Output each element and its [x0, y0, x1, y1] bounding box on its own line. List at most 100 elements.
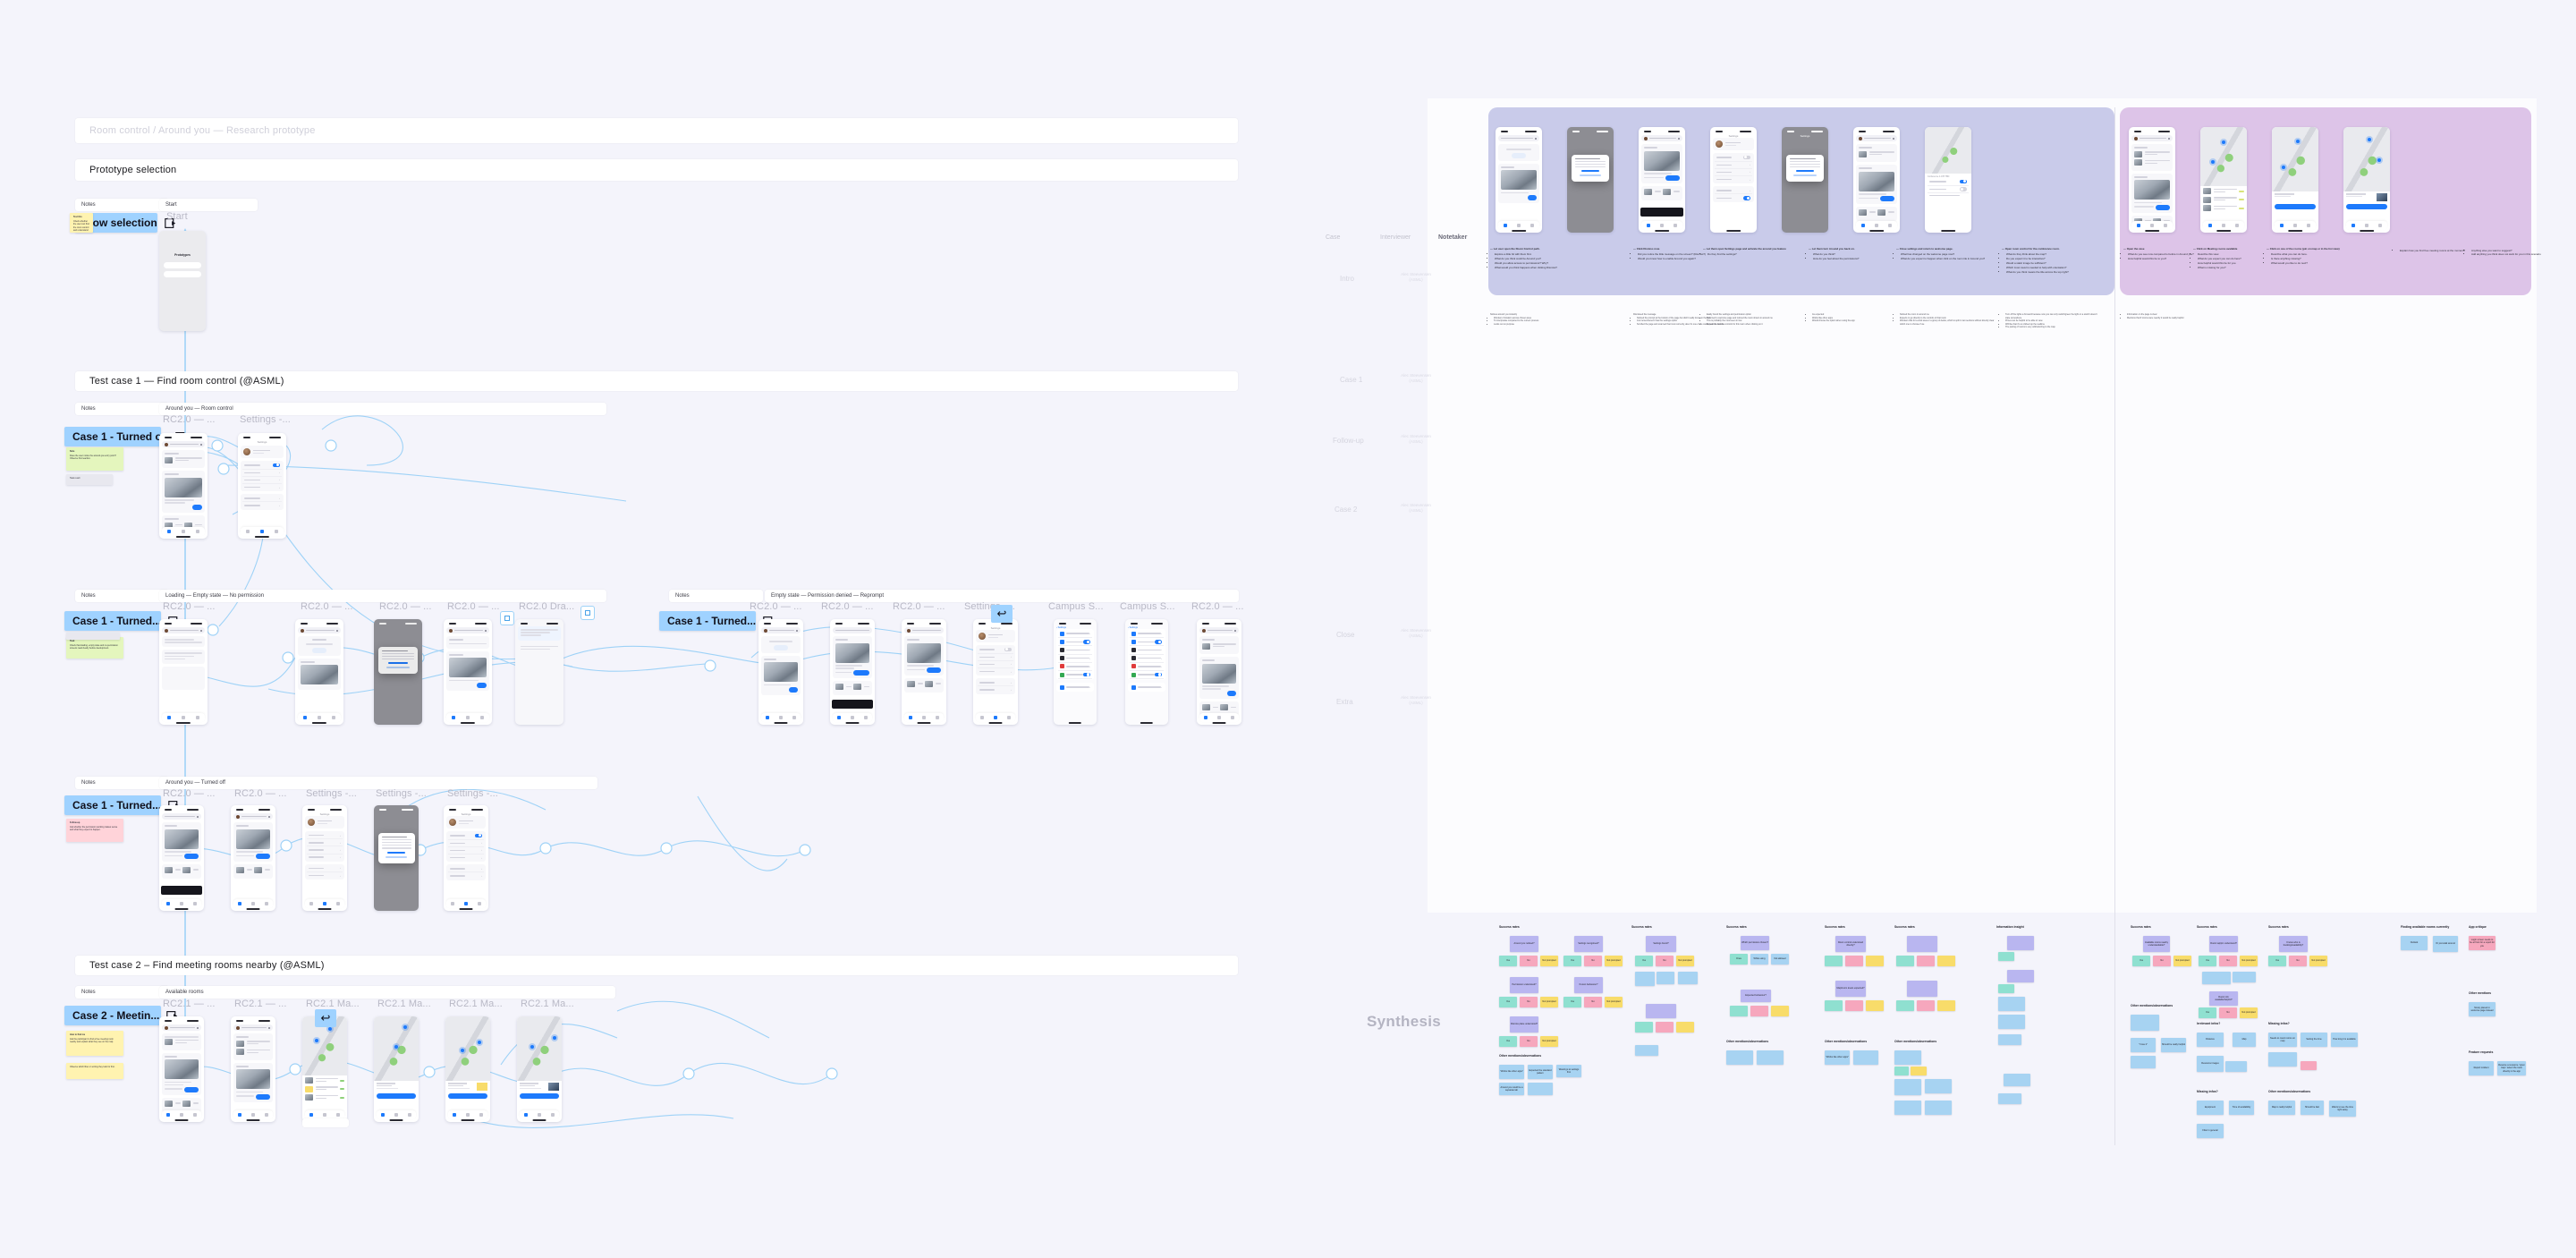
frame-action-button[interactable] [501, 612, 513, 625]
irrelevant-note[interactable]: Distance [2197, 1033, 2224, 1047]
vote-note-not-prompted[interactable]: Not prompted [1540, 997, 1558, 1007]
vote-note-not-prompted[interactable] [1771, 1006, 1789, 1016]
sticky-note[interactable]: Task result [66, 474, 113, 485]
vote-note-no[interactable] [1845, 956, 1863, 966]
phone-frame-room-card-2[interactable] [902, 619, 946, 725]
phone-frame-room-card[interactable] [830, 619, 875, 725]
vote-note-no[interactable]: No [1520, 956, 1538, 966]
synthesis-question-note[interactable]: Room info available/helpful? [2209, 991, 2238, 1006]
vote-note-not-prompted[interactable] [1676, 1022, 1694, 1033]
vote-note-not-prompted[interactable]: Not prompted [1676, 956, 1694, 966]
vote-note-yes[interactable]: Yes [1635, 956, 1653, 966]
play-chip-flow-selection[interactable]: Flow selection [75, 213, 175, 233]
sticky-note[interactable]: Task Check that loading, empty state and… [66, 637, 123, 659]
sticky-note[interactable]: Follow-up Ask whether the permission wor… [66, 819, 123, 842]
observation-note[interactable]: "Works like other apps" [1499, 1065, 1524, 1079]
play-chip-case-1-c[interactable]: Case 1 - Turned... [64, 795, 180, 815]
missing-note[interactable]: Equipment [2197, 1101, 2224, 1115]
synthesis-question-note[interactable]: Available rooms nearby understandable? [2143, 936, 2170, 952]
vote-note-no[interactable] [1750, 1006, 1768, 1016]
vote-note-no[interactable]: No [2219, 956, 2237, 966]
observation-note[interactable]: Nicely placed in welcome page instead [2469, 1002, 2496, 1016]
observation-note[interactable] [2233, 972, 2256, 982]
vote-note-no[interactable]: No [1584, 956, 1602, 966]
prototype-frame-prototypes[interactable]: Prototypes [159, 231, 206, 331]
observation-note[interactable]: Expected the standard pattern [1528, 1065, 1553, 1079]
research-phone-case2-2[interactable] [2200, 127, 2247, 233]
observation-note[interactable] [1853, 1050, 1878, 1065]
observation-note[interactable] [1726, 1050, 1753, 1065]
vote-note[interactable]: While using [1750, 954, 1768, 965]
vote-note-yes[interactable] [1896, 956, 1914, 966]
research-phone-case2-4[interactable] [2343, 127, 2390, 233]
vote-note-no[interactable]: No [1520, 1036, 1538, 1047]
observation-note[interactable] [1757, 1050, 1784, 1065]
phone-frame-no-permission-dialog[interactable] [374, 619, 422, 725]
synthesis-question-note[interactable]: Expected behaviour? [1741, 990, 1771, 1002]
vote-note-yes[interactable]: Yes [2132, 956, 2150, 966]
vote-note[interactable] [1894, 1067, 1909, 1075]
observation-note[interactable] [1925, 1101, 1952, 1115]
synthesis-question-note[interactable]: Map/zoom levels expected? [1835, 981, 1866, 997]
synthesis-question-note[interactable]: Around you noticed? [1510, 936, 1538, 952]
phone-frame-settings[interactable]: Settings › › › › › [238, 433, 286, 539]
vote-note-yes[interactable] [1635, 1022, 1653, 1033]
vote-note[interactable] [2301, 1061, 2317, 1070]
vote-note-not-prompted[interactable]: Not prompted [2174, 956, 2191, 966]
synthesis-question-note[interactable] [1646, 1004, 1676, 1018]
vote-note-no[interactable] [1917, 956, 1935, 966]
phone-frame-settings-off[interactable]: Settings › › › › › › [302, 805, 347, 911]
vote-note-yes[interactable]: Yes [1499, 1036, 1517, 1047]
observation-note[interactable] [1998, 1034, 2021, 1045]
vote-note-not-prompted[interactable]: Not prompted [1540, 956, 1558, 966]
vote-note-yes[interactable]: Yes [1499, 956, 1517, 966]
phone-frame-empty-state[interactable] [295, 619, 343, 725]
irrelevant-note[interactable]: Resource images [2197, 1056, 2224, 1072]
research-phone-5[interactable]: Settings [1782, 127, 1828, 233]
vote-note-no[interactable]: No [2219, 1007, 2237, 1018]
observation-note[interactable]: Should be really helpful [2161, 1038, 2186, 1052]
vote-note-yes[interactable]: Yes [2268, 956, 2286, 966]
observation-note[interactable] [1998, 1093, 2021, 1104]
location-permission-dialog[interactable] [377, 832, 415, 863]
vote-note-not-prompted[interactable]: Not prompted [1540, 1036, 1558, 1047]
vote-note-not-prompted[interactable] [1937, 956, 1955, 966]
missing-note[interactable]: Filter in general [2197, 1124, 2224, 1138]
missing-note[interactable]: How long it is available [2331, 1033, 2358, 1047]
synthesis-question-note[interactable]: Settings recognised? [1574, 936, 1603, 952]
synthesis-question-note[interactable]: Known behaviour? [1574, 977, 1603, 993]
observation-note[interactable]: Should be fast [2301, 1101, 2324, 1115]
synthesis-question-note[interactable]: Settings found? [1646, 936, 1676, 952]
research-phone-4[interactable]: Settings › › › › [1710, 127, 1757, 233]
observation-note[interactable] [2131, 1056, 2156, 1068]
synthesis-question-note[interactable] [2007, 970, 2034, 982]
research-phone-1[interactable] [1496, 127, 1542, 233]
phone-frame-around-you-result[interactable] [1197, 619, 1241, 725]
vote-note-no[interactable]: No [1584, 997, 1602, 1007]
vote-note-not-prompted[interactable]: Not prompted [2240, 1007, 2258, 1018]
phone-frame-settings-2[interactable]: Settings › › › › › [973, 619, 1018, 725]
vote-note-yes[interactable] [1730, 1006, 1748, 1016]
vote-note-not-prompted[interactable] [1866, 1000, 1884, 1011]
observation-note[interactable] [1998, 1015, 2025, 1029]
play-chip-case-1-b[interactable]: Case 1 - Turned... [659, 611, 775, 631]
phone-frame-draft[interactable] [515, 619, 564, 725]
phone-frame-map-list[interactable] [302, 1016, 347, 1122]
research-phone-3[interactable] [1639, 127, 1685, 233]
back-arrow-badge[interactable]: ↩ [315, 1009, 336, 1027]
missing-note[interactable]: Needs to count rooms on map [2268, 1033, 2297, 1047]
observation-note[interactable] [2131, 1015, 2159, 1031]
phone-frame-loading[interactable] [159, 619, 208, 725]
vote-note-yes[interactable]: Yes [1563, 956, 1581, 966]
observation-note[interactable] [1925, 1079, 1952, 1093]
observation-note[interactable] [1657, 972, 1674, 984]
vote-note[interactable]: Not allowed [1771, 954, 1789, 965]
phone-frame-campus-settings-1[interactable]: ‹ Settings › › › › › [1054, 619, 1097, 725]
missing-note[interactable]: Time of availability [2229, 1101, 2254, 1115]
missing-note[interactable] [2268, 1052, 2297, 1067]
research-phone-6[interactable] [1853, 127, 1900, 233]
back-arrow-badge[interactable]: ↩ [991, 605, 1013, 623]
phone-frame-settings-on[interactable]: Settings › › › › › [444, 805, 488, 911]
vote-note-yes[interactable]: Yes [2199, 956, 2216, 966]
vote-note-yes[interactable] [1825, 1000, 1843, 1011]
